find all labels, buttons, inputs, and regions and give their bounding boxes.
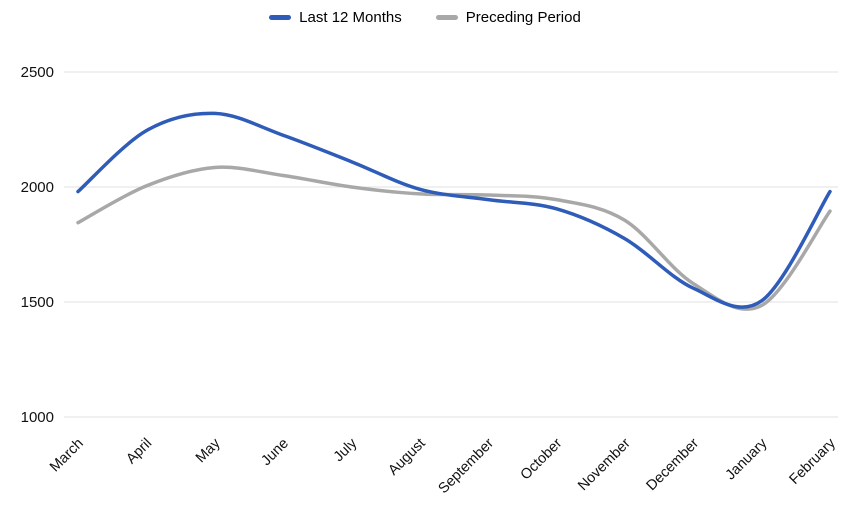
y-axis-label: 2000 (21, 179, 54, 196)
y-axis-label: 2500 (21, 64, 54, 81)
x-axis-label: March (47, 436, 87, 476)
chart-legend: Last 12 Months Preceding Period (0, 10, 850, 25)
x-axis-label: January (723, 435, 771, 483)
x-axis-label: October (518, 435, 566, 483)
y-axis-label: 1000 (21, 409, 54, 426)
x-axis-label: May (193, 435, 224, 466)
legend-label-last-12-months: Last 12 Months (299, 9, 402, 26)
x-axis-label: February (786, 435, 839, 488)
legend-item-last-12-months: Last 12 Months (269, 10, 402, 25)
x-axis-label: September (436, 435, 498, 497)
legend-swatch-preceding-period (435, 15, 458, 20)
series-line-preceding-period (76, 165, 832, 311)
legend-swatch-last-12-months (269, 15, 292, 20)
x-axis-label: August (385, 436, 428, 479)
x-axis-label: November (575, 435, 634, 494)
y-axis-label: 1500 (21, 294, 54, 311)
legend-item-preceding-period: Preceding Period (435, 9, 581, 26)
x-axis-label: July (331, 435, 361, 465)
x-axis-label: June (258, 436, 292, 470)
x-axis-label: April (123, 436, 155, 468)
legend-label-preceding-period: Preceding Period (465, 9, 581, 26)
x-axis-label: December (643, 435, 702, 494)
series-line-last-12-months (76, 111, 832, 309)
